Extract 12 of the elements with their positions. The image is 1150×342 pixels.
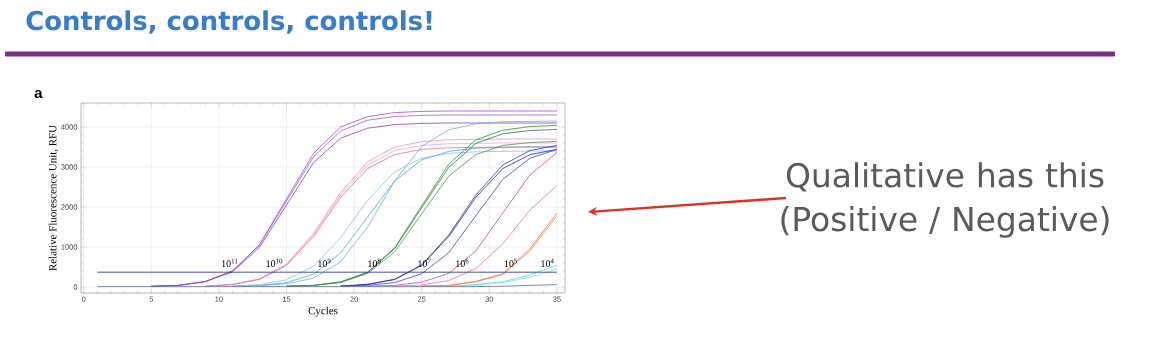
annotation: 10$^{10}$: [266, 258, 283, 267]
annotation: 10$^{6}$: [456, 258, 469, 267]
annotation: 10$^{11}$: [222, 258, 238, 267]
annotation: 10$^{9}$: [318, 258, 331, 267]
chart-title: Controls, controls, controls!: [26, 10, 432, 34]
y-axis-title: Relative Fluorescence Unit, RFU: [48, 125, 59, 271]
annotation: 10$^{8}$: [368, 258, 381, 267]
x-axis-title: Cycles: [308, 306, 338, 317]
text: a: [34, 89, 43, 99]
text: Qualitative has this (Positive / Negative): [781, 162, 1109, 238]
annotation: 10$^{5}$: [504, 258, 518, 267]
annotation: 10$^{4}$: [541, 258, 554, 267]
